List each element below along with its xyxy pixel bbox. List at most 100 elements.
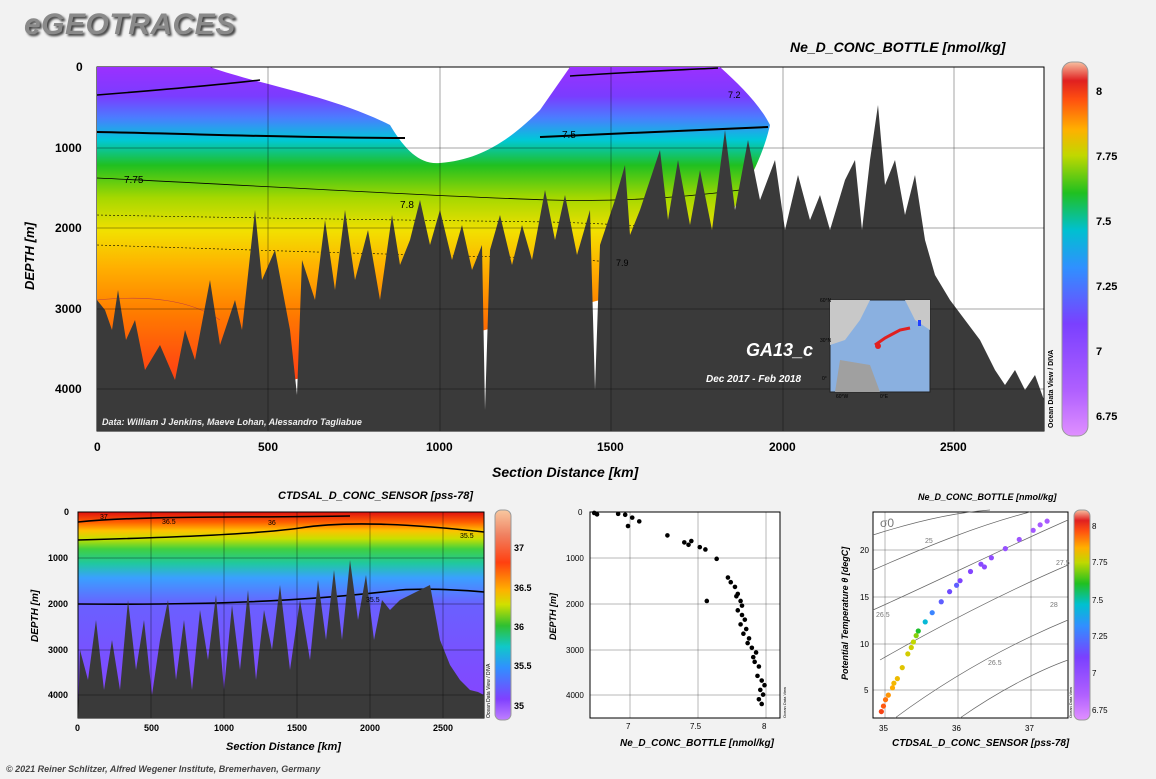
contour-label-7-5: 7.5 — [562, 130, 576, 141]
ts-point — [967, 568, 974, 575]
profile-point — [759, 701, 765, 707]
ts-point — [1030, 527, 1036, 533]
profile-point — [746, 636, 752, 641]
ts-cbar-7-25: 7.25 — [1092, 632, 1108, 641]
ts-point — [899, 665, 905, 671]
inset-tick-0e: 0°E — [880, 394, 889, 400]
salinity-title: CTDSAL_D_CONC_SENSOR [pss-78] — [278, 490, 473, 502]
ts-frame — [872, 511, 1069, 719]
profile-odv-label: Ocean Data View — [782, 686, 787, 718]
profile-xlabel: Ne_D_CONC_BOTTLE [nmol/kg] — [620, 738, 774, 749]
profile-point — [756, 664, 762, 669]
ts-xtick-35: 35 — [879, 724, 888, 733]
sal-contour-line — [78, 523, 484, 541]
sal-contour-37: 37 — [100, 514, 108, 521]
profile-point — [594, 512, 600, 517]
main-odv-label: Ocean Data View / DIVA — [1048, 349, 1055, 428]
sal-xtick-2500: 2500 — [433, 723, 454, 733]
ts-xlabel: CTDSAL_D_CONC_SENSOR [pss-78] — [892, 738, 1070, 749]
ts-isopycnal-26-5a: 26.5 — [876, 612, 890, 619]
ne-colorbar — [1061, 61, 1089, 437]
profile-point — [704, 598, 710, 604]
ts-point — [915, 628, 921, 634]
profile-point — [738, 598, 743, 604]
profile-point — [689, 538, 694, 544]
main-ytick-1000: 1000 — [55, 141, 82, 155]
ts-point — [882, 697, 889, 703]
ts-point — [938, 599, 944, 605]
sal-cbar-35-5: 35.5 — [514, 661, 532, 671]
sal-ytick-2000: 2000 — [48, 599, 69, 609]
profile-xtick-7-5: 7.5 — [690, 722, 702, 731]
cruise-inset-map: 60°N 30°N 0° 60°W 0°E — [820, 298, 931, 400]
copyright: © 2021 Reiner Schlitzer, Alfred Wegener … — [6, 764, 321, 774]
ts-cbar-8: 8 — [1092, 522, 1097, 531]
ts-point — [891, 680, 897, 686]
profile-xtick-7: 7 — [626, 722, 631, 731]
profile-point — [629, 515, 635, 520]
sal-xtick-500: 500 — [144, 723, 160, 733]
profile-point — [745, 640, 750, 646]
profile-point — [625, 523, 631, 529]
ts-xtick-37: 37 — [1025, 724, 1034, 733]
profile-point — [697, 544, 703, 550]
profile-point — [739, 603, 745, 608]
profile-point — [728, 579, 734, 585]
ts-point — [889, 685, 896, 691]
main-xtick-2000: 2000 — [769, 440, 796, 454]
data-credit: Data: William J Jenkins, Maeve Lohan, Al… — [102, 417, 362, 427]
main-ylabel: DEPTH [m] — [22, 222, 37, 290]
sal-odv-label: Ocean Data View / DIVA — [486, 663, 492, 718]
profile-ytick-3000: 3000 — [566, 646, 584, 655]
profile-point — [753, 650, 759, 655]
profile-point — [759, 678, 765, 683]
profile-point — [734, 593, 739, 599]
profile-point — [741, 631, 746, 637]
ne-contour-line — [97, 177, 741, 201]
ne-cbar-tick-7-75: 7.75 — [1096, 151, 1118, 163]
sal-ytick-4000: 4000 — [48, 690, 69, 700]
isopycnals — [872, 509, 1069, 719]
inset-tick-60w: 60°W — [836, 394, 849, 400]
profile-point — [725, 575, 731, 580]
ts-cbar-7-75: 7.75 — [1092, 558, 1108, 567]
ts-point — [953, 582, 960, 588]
profile-point — [636, 519, 642, 524]
sal-ytick-0: 0 — [64, 507, 70, 517]
ts-point — [1002, 546, 1008, 552]
ne-contour-line — [539, 126, 769, 138]
profile-point — [738, 622, 743, 627]
sal-contour-36-5: 36.5 — [162, 519, 176, 526]
profile-ytick-1000: 1000 — [566, 554, 584, 563]
main-title: Ne_D_CONC_BOTTLE [nmol/kg] — [790, 39, 1006, 55]
sal-ytick-1000: 1000 — [48, 553, 69, 563]
main-xtick-1000: 1000 — [426, 440, 453, 454]
ts-point — [1037, 522, 1043, 528]
inset-date-label: Dec 2017 - Feb 2018 — [706, 374, 802, 385]
profile-point — [742, 617, 748, 622]
sal-xtick-2000: 2000 — [360, 723, 381, 733]
ne-cbar-tick-7: 7 — [1096, 346, 1103, 358]
inset-cruise-label: GA13_c — [746, 340, 814, 360]
sal-contour-line — [78, 515, 351, 523]
ne-profile-plot — [589, 510, 781, 719]
salinity-section-plot — [77, 511, 485, 719]
sal-xtick-0: 0 — [75, 723, 81, 733]
sal-xtick-1000: 1000 — [214, 723, 235, 733]
profile-point — [703, 547, 708, 552]
profile-frame — [589, 511, 781, 719]
ts-ytick-5: 5 — [864, 686, 869, 695]
profile-ylabel: DEPTH [m] — [548, 593, 558, 640]
main-ytick-2000: 2000 — [55, 221, 82, 235]
ts-point — [905, 651, 911, 657]
main-xtick-1500: 1500 — [597, 440, 624, 454]
ts-point — [1044, 518, 1050, 524]
profile-ytick-0: 0 — [578, 508, 583, 517]
ts-colorbar — [1073, 509, 1091, 721]
inset-tick-60n: 60°N — [820, 298, 832, 304]
ts-isopycnal-28: 28 — [1050, 602, 1058, 609]
inset-tick-30n: 30°N — [820, 338, 832, 344]
profile-point — [739, 612, 745, 618]
bathymetry — [97, 105, 1044, 431]
